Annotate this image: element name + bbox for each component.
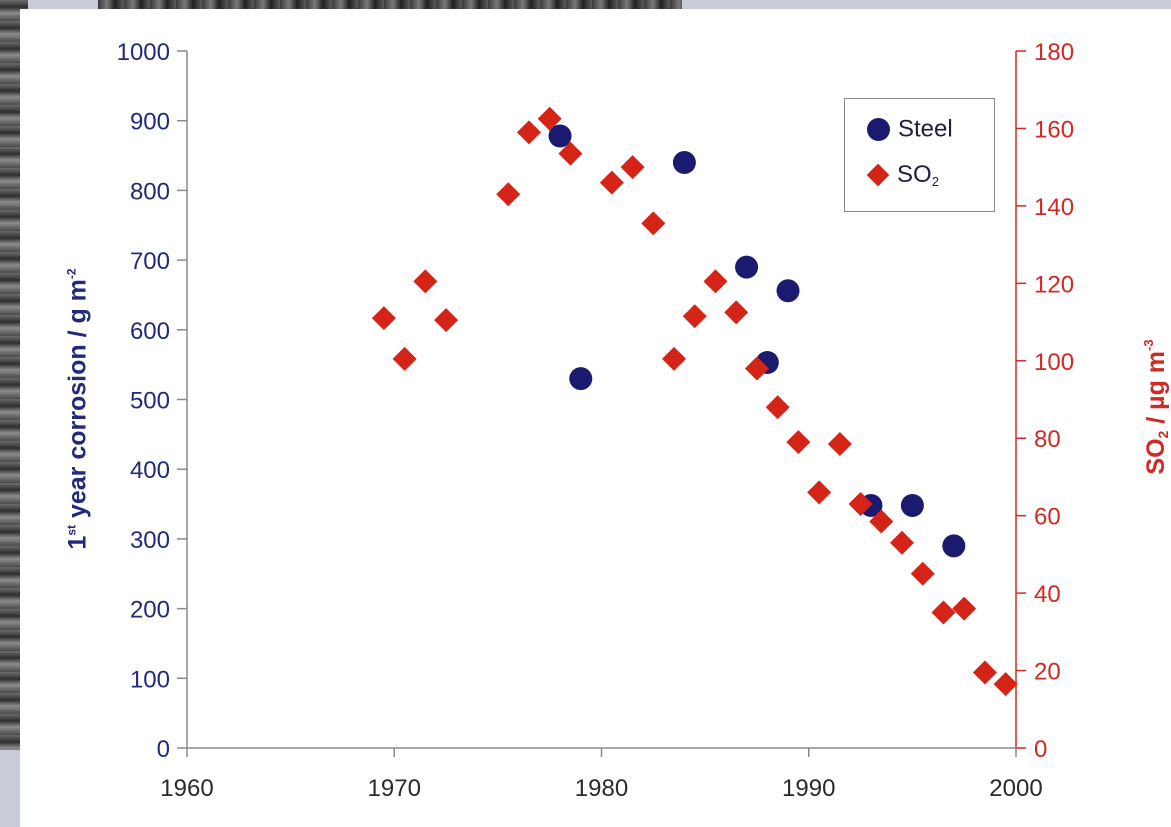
y-left-tick-label: 600: [130, 318, 170, 345]
y-left-tick-label: 1000: [117, 39, 170, 66]
y-right-tick-label: 20: [1034, 659, 1061, 686]
so2-point: [993, 672, 1018, 697]
steel-point: [548, 124, 572, 148]
steel-point: [569, 367, 593, 391]
y-left-tick-label: 100: [130, 666, 170, 693]
legend-item-so2: SO2: [866, 160, 939, 189]
so2-point: [827, 432, 852, 457]
so2-point: [662, 346, 687, 371]
y-left-tick-label: 300: [130, 527, 170, 554]
y-right-title-main: / µg m: [1142, 350, 1170, 431]
x-tick-label: 2000: [989, 775, 1042, 802]
so2-point: [807, 480, 832, 505]
y-left-tick-label: 200: [130, 597, 170, 624]
y-right-tick-label: 60: [1034, 504, 1061, 531]
y-left-title-sup: st: [64, 525, 79, 536]
y-left-tick-label: 0: [157, 736, 170, 763]
legend-item-steel: Steel: [867, 115, 953, 144]
steel-point: [776, 279, 800, 303]
so2-point: [786, 430, 811, 455]
so2-point: [952, 596, 977, 621]
so2-point: [413, 269, 438, 294]
legend-label-steel: Steel: [898, 115, 953, 143]
chart-panel: 0 100 200 300 400 500 600 700 800 900 1000 0 20 40 60 8…: [20, 9, 1171, 827]
y-right-tick-label: 140: [1034, 194, 1074, 221]
marks-layer: [371, 106, 1018, 697]
y-right-tick-label: 120: [1034, 271, 1074, 298]
so2-point: [724, 300, 749, 325]
so2-point: [599, 170, 624, 195]
steel-point: [672, 151, 696, 175]
so2-point: [972, 660, 997, 685]
y-left-title-unit-sup: -2: [64, 268, 79, 280]
so2-point: [910, 561, 935, 586]
so2-point: [931, 600, 956, 625]
x-tick-label: 1980: [575, 775, 628, 802]
so2-point: [765, 395, 790, 420]
so2-point: [371, 306, 396, 331]
scatter-plot: 0 100 200 300 400 500 600 700 800 900 1000 0 20 40 60 8…: [117, 39, 1074, 802]
legend-circle-marker: [867, 118, 890, 142]
steel-point: [735, 255, 759, 279]
y-left-tick-label: 900: [130, 109, 170, 136]
y-right-tick-label: 160: [1034, 116, 1074, 143]
so2-point: [392, 346, 417, 371]
legend-so2-sub: 2: [931, 173, 939, 189]
legend-label-so2: SO2: [897, 160, 939, 189]
so2-point: [641, 211, 666, 236]
y-left-tick-label: 700: [130, 248, 170, 275]
y-left-tick-label: 500: [130, 388, 170, 415]
y-left-title-prefix: 1: [63, 535, 92, 550]
so2-point: [682, 304, 707, 329]
background-photo-strip-top: [98, 0, 682, 9]
so2-point: [516, 120, 541, 145]
y-right-title-base: SO: [1142, 438, 1170, 475]
x-tick-label: 1990: [782, 775, 835, 802]
y-left-title-main: year corrosion / g m: [63, 279, 92, 526]
so2-point: [744, 356, 769, 381]
legend: Steel SO2: [844, 98, 995, 212]
steel-point: [942, 534, 966, 558]
y-right-tick-label: 40: [1034, 581, 1061, 608]
legend-so2-base: SO: [897, 160, 932, 188]
so2-point: [703, 269, 728, 294]
x-tick-label: 1970: [368, 775, 421, 802]
legend-diamond-marker: [866, 163, 890, 186]
so2-point: [537, 106, 562, 131]
axes-layer: 0 100 200 300 400 500 600 700 800 900 1000 0 20 40 60 8…: [117, 39, 1074, 802]
y-right-tick-label: 180: [1034, 39, 1074, 66]
so2-point: [620, 155, 645, 180]
y-right-title-sub: 2: [1155, 430, 1171, 439]
x-tick-label: 1960: [160, 775, 213, 802]
so2-point: [434, 308, 459, 333]
y-right-tick-label: 80: [1034, 426, 1061, 453]
so2-point: [558, 141, 583, 166]
so2-point: [496, 182, 521, 207]
steel-point: [900, 493, 924, 517]
y-right-tick-label: 100: [1034, 349, 1074, 376]
y-left-tick-label: 800: [130, 178, 170, 205]
y-left-tick-label: 400: [130, 457, 170, 484]
so2-point: [848, 492, 873, 517]
y-right-title-unit-sup: -3: [1141, 339, 1156, 351]
so2-point: [890, 530, 915, 555]
y-right-tick-label: 0: [1034, 736, 1047, 763]
